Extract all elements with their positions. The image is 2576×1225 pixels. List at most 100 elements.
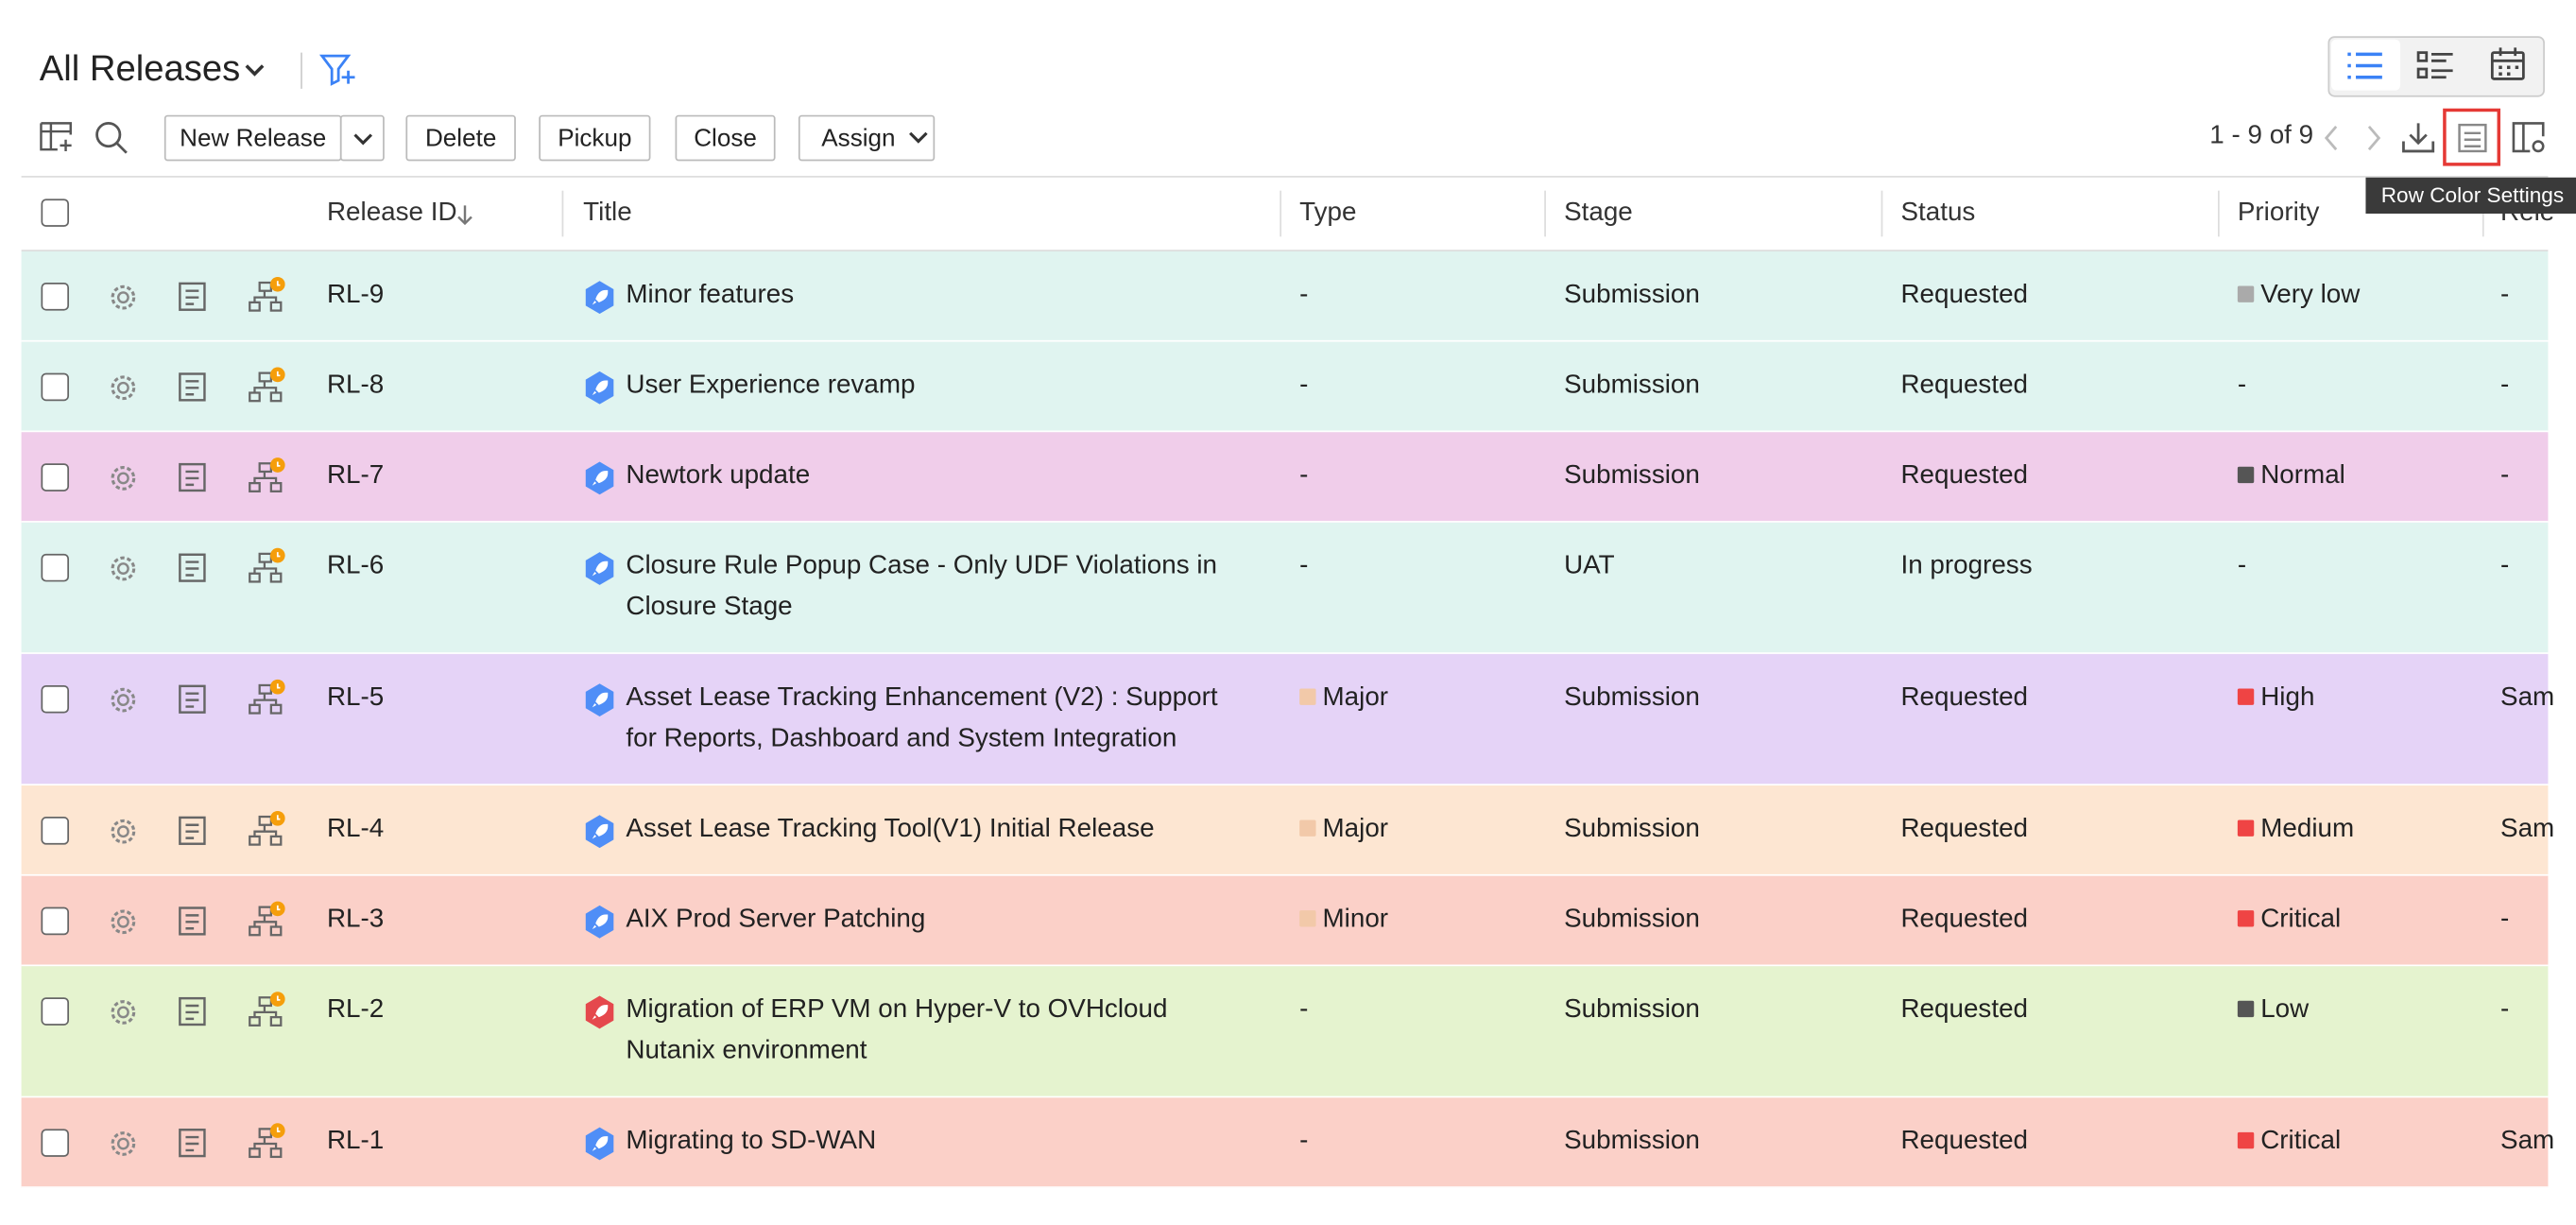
- priority-cell: Normal: [2237, 456, 2345, 496]
- close-button[interactable]: Close: [675, 114, 776, 162]
- column-header[interactable]: Stage: [1564, 198, 1633, 227]
- settings-icon[interactable]: [109, 685, 138, 715]
- workflow-icon[interactable]: [249, 547, 288, 585]
- table-row[interactable]: RL-8 User Experience revamp - Submission Req…: [21, 341, 2549, 433]
- calendar-view-icon[interactable]: [2489, 46, 2529, 82]
- type: Major: [1322, 815, 1389, 843]
- row-checkbox[interactable]: [41, 1129, 70, 1157]
- filter-icon[interactable]: [318, 51, 358, 87]
- table-row[interactable]: RL-6 Closure Rule Popup Case - Only UDF V…: [21, 522, 2549, 654]
- column-header[interactable]: Release ID: [326, 198, 457, 227]
- details-icon[interactable]: [178, 281, 207, 312]
- sort-icon[interactable]: [455, 204, 475, 227]
- column-header[interactable]: Type: [1299, 198, 1357, 227]
- row-checkbox[interactable]: [41, 817, 70, 845]
- table-row[interactable]: RL-2 Migration of ERP VM on Hyper-V to OV…: [21, 966, 2549, 1098]
- column-settings-icon[interactable]: [2510, 120, 2550, 156]
- row-color-settings-icon[interactable]: [2456, 122, 2489, 155]
- table-row[interactable]: RL-4 Asset Lease Tracking Tool(V1) Initia…: [21, 785, 2554, 876]
- delete-button[interactable]: Delete: [405, 114, 516, 162]
- settings-icon[interactable]: [109, 463, 138, 492]
- workflow-icon[interactable]: [249, 679, 288, 716]
- table-row[interactable]: RL-9 Minor features - Submission Requested Ve…: [21, 250, 2549, 342]
- release-id[interactable]: RL-2: [326, 995, 385, 1025]
- column-header[interactable]: Status: [1900, 198, 1976, 227]
- new-release-dropdown[interactable]: [339, 114, 385, 162]
- row-checkbox[interactable]: [41, 997, 70, 1026]
- pager-arrows[interactable]: [2320, 123, 2386, 152]
- assign-button[interactable]: Assign: [798, 114, 936, 162]
- release-id[interactable]: RL-9: [326, 281, 385, 309]
- release-title[interactable]: Closure Rule Popup Case - Only UDF Viola…: [626, 552, 1218, 622]
- workflow-icon[interactable]: [249, 367, 288, 405]
- stage: Submission: [1564, 1127, 1700, 1156]
- details-icon[interactable]: [178, 815, 207, 846]
- release-id[interactable]: RL-6: [326, 552, 385, 580]
- new-release-button[interactable]: New Release: [163, 114, 342, 162]
- release-title[interactable]: Migrating to SD-WAN: [626, 1127, 877, 1156]
- column-header[interactable]: Title: [583, 198, 632, 227]
- release-id[interactable]: RL-3: [326, 905, 385, 934]
- settings-icon[interactable]: [109, 997, 138, 1027]
- release-title[interactable]: Asset Lease Tracking Enhancement (V2) : …: [626, 683, 1218, 753]
- row-checkbox[interactable]: [41, 684, 70, 714]
- release-title[interactable]: AIX Prod Server Patching: [626, 905, 926, 934]
- row-checkbox[interactable]: [41, 283, 70, 311]
- table-row[interactable]: RL-5 Asset Lease Tracking Enhancement (V2…: [21, 653, 2554, 786]
- row-checkbox[interactable]: [41, 372, 70, 402]
- view-title[interactable]: All Releases: [39, 47, 241, 89]
- details-icon[interactable]: [178, 552, 207, 583]
- row-checkbox[interactable]: [41, 553, 70, 582]
- release-id[interactable]: RL-4: [326, 815, 385, 843]
- details-icon[interactable]: [178, 996, 207, 1027]
- settings-icon[interactable]: [109, 1129, 138, 1158]
- column-header[interactable]: Priority: [2237, 198, 2320, 227]
- select-all-checkbox[interactable]: [41, 198, 70, 227]
- release-id[interactable]: RL-1: [326, 1127, 385, 1156]
- export-icon[interactable]: [2400, 120, 2436, 156]
- stage: Submission: [1564, 371, 1700, 400]
- release-title[interactable]: Asset Lease Tracking Tool(V1) Initial Re…: [626, 815, 1155, 843]
- release-icon: [585, 552, 614, 585]
- release-id[interactable]: RL-8: [326, 371, 385, 400]
- release-id[interactable]: RL-7: [326, 461, 385, 491]
- workflow-icon[interactable]: [249, 1122, 288, 1160]
- priority-swatch: [2237, 1131, 2255, 1149]
- release-title[interactable]: Migration of ERP VM on Hyper-V to OVHclo…: [626, 995, 1168, 1065]
- release-icon: [585, 371, 614, 405]
- card-view-icon[interactable]: [2416, 49, 2456, 82]
- priority-cell: High: [2237, 677, 2314, 717]
- workflow-icon[interactable]: [249, 457, 288, 494]
- status: Requested: [1900, 461, 2029, 491]
- release-title[interactable]: Minor features: [626, 281, 795, 309]
- workflow-icon[interactable]: [249, 810, 288, 848]
- release-icon: [585, 461, 614, 495]
- table-row[interactable]: RL-7 Newtork update - Submission Requested No…: [21, 432, 2549, 523]
- workflow-icon[interactable]: [249, 901, 288, 939]
- row-checkbox[interactable]: [41, 906, 70, 936]
- table-row[interactable]: RL-1 Migrating to SD-WAN - Submission Reques…: [21, 1097, 2554, 1188]
- pickup-button[interactable]: Pickup: [539, 114, 651, 162]
- workflow-icon[interactable]: [249, 276, 288, 314]
- details-icon[interactable]: [178, 371, 207, 403]
- row-checkbox[interactable]: [41, 463, 70, 492]
- release-title[interactable]: User Experience revamp: [626, 371, 916, 400]
- table-row[interactable]: RL-3 AIX Prod Server Patching Minor Submiss…: [21, 875, 2549, 967]
- release-title[interactable]: Newtork update: [626, 461, 811, 491]
- details-icon[interactable]: [178, 462, 207, 493]
- details-icon[interactable]: [178, 683, 207, 715]
- search-icon[interactable]: [94, 120, 129, 156]
- settings-icon[interactable]: [109, 907, 138, 937]
- list-view-icon[interactable]: [2346, 49, 2386, 82]
- settings-icon[interactable]: [109, 373, 138, 403]
- type-cell: Major: [1299, 677, 1388, 717]
- settings-icon[interactable]: [109, 283, 138, 312]
- settings-icon[interactable]: [109, 817, 138, 846]
- settings-icon[interactable]: [109, 554, 138, 583]
- details-icon[interactable]: [178, 1128, 207, 1159]
- view-dropdown[interactable]: [243, 60, 266, 82]
- details-icon[interactable]: [178, 906, 207, 937]
- release-id[interactable]: RL-5: [326, 683, 385, 712]
- table-add-icon[interactable]: [40, 120, 76, 153]
- workflow-icon[interactable]: [249, 991, 288, 1028]
